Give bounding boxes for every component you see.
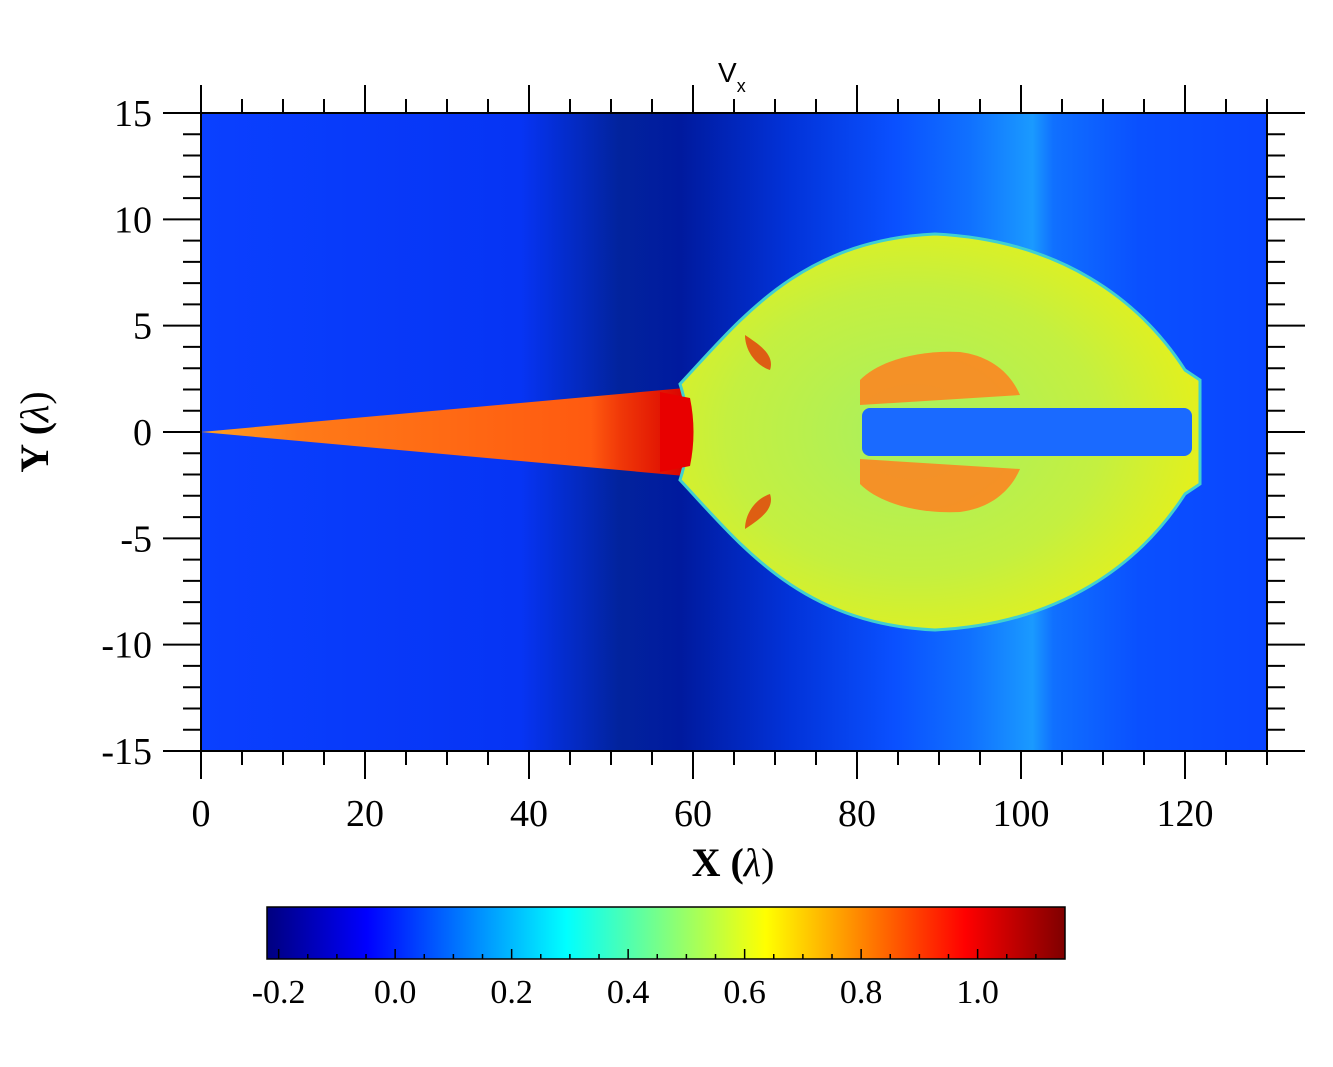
knot-region-upper — [745, 335, 771, 370]
colorbar: -0.2 0.0 0.2 0.4 0.6 0.8 1.0 — [252, 906, 1066, 1011]
y-tick-label: -5 — [120, 518, 152, 560]
y-tick-label: 0 — [133, 412, 152, 454]
x-tick-label: 20 — [346, 793, 384, 835]
turbulent-shell-upper — [860, 351, 1020, 405]
backflow-channel — [862, 408, 1192, 456]
colorbar-tick-label: 0.0 — [374, 974, 417, 1011]
x-tick-label: 40 — [510, 793, 548, 835]
x-tick-labels: 0 20 40 60 80 100 120 — [192, 793, 1214, 835]
colorbar-tick-label: 0.6 — [723, 974, 766, 1011]
y-tick-label: -15 — [101, 731, 152, 773]
colorbar-tick-labels: -0.2 0.0 0.2 0.4 0.6 0.8 1.0 — [252, 974, 999, 1011]
y-tick-label: 15 — [114, 93, 152, 135]
plot-title: Vx — [718, 57, 746, 96]
colorbar-gradient — [266, 906, 1066, 960]
y-tick-label: 5 — [133, 306, 152, 348]
y-tick-label: 10 — [114, 199, 152, 241]
x-tick-label: 120 — [1157, 793, 1214, 835]
jet-cone — [201, 388, 689, 476]
plot-area — [201, 113, 1267, 751]
x-axis-title: X (λ) — [692, 840, 775, 885]
knot-region-lower — [745, 494, 771, 529]
turbulent-shell-lower — [860, 459, 1020, 513]
y-axis-title: Y (λ) — [12, 391, 57, 472]
x-tick-label: 60 — [674, 793, 712, 835]
y-tick-label: -10 — [101, 625, 152, 667]
y-tick-labels: 15 10 5 0 -5 -10 -15 — [101, 93, 152, 773]
colorbar-tick-label: 0.8 — [840, 974, 883, 1011]
colorbar-tick-label: 0.2 — [490, 974, 533, 1011]
x-tick-label: 80 — [838, 793, 876, 835]
x-tick-label: 0 — [192, 793, 211, 835]
x-tick-label: 100 — [993, 793, 1050, 835]
axis-ticks — [163, 85, 1305, 779]
colorbar-tick-label: 0.4 — [607, 974, 650, 1011]
hot-spot — [660, 392, 694, 472]
colorbar-tick-label: 1.0 — [956, 974, 999, 1011]
colorbar-ticks — [277, 949, 1037, 959]
colorbar-tick-label: -0.2 — [252, 974, 306, 1011]
